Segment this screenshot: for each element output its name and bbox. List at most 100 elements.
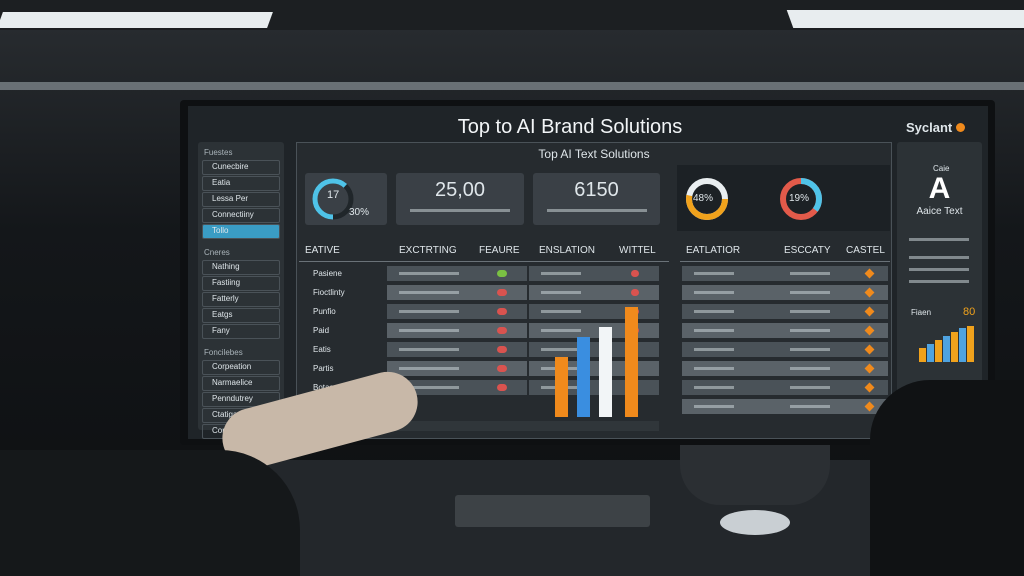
ring-panel: 48% 19% xyxy=(677,165,890,231)
stat-sub: 30% xyxy=(349,207,370,218)
nav-label: Ctatigas xyxy=(212,410,242,419)
placeholder xyxy=(790,348,830,351)
sidebar: Fuestes Cunecbire Eatia Lessa Per Connectiin… xyxy=(198,142,284,439)
nav-item[interactable] xyxy=(202,160,280,175)
status-icon xyxy=(497,365,507,372)
nav-label: Narmaelice xyxy=(212,378,253,387)
ring xyxy=(686,178,728,220)
status-icon xyxy=(497,289,507,296)
brand: Syclant xyxy=(906,120,965,135)
caption: Aaice Text xyxy=(916,206,963,217)
column-header: ENSLATION xyxy=(539,245,595,256)
column-header: EATIVE xyxy=(305,245,340,256)
bar-shape xyxy=(555,357,568,417)
status-icon xyxy=(497,270,507,277)
placeholder xyxy=(541,272,581,275)
nav-item[interactable] xyxy=(202,276,280,291)
stat-card: 17 30% xyxy=(305,173,387,225)
status-icon xyxy=(497,308,507,315)
nav-item[interactable] xyxy=(202,308,280,323)
row-label: Paid xyxy=(313,326,330,335)
column-header: WITTEL xyxy=(619,245,656,256)
status-icon xyxy=(497,327,507,334)
placeholder xyxy=(790,329,830,332)
bar-shape xyxy=(577,337,590,417)
nav-item[interactable] xyxy=(202,292,280,307)
row xyxy=(682,380,888,395)
placeholder xyxy=(399,329,459,332)
brand-name: Syclant xyxy=(906,120,953,135)
column-header: FEAURE xyxy=(479,245,520,256)
row xyxy=(682,285,888,300)
status-icon xyxy=(631,270,639,277)
row xyxy=(529,285,659,300)
nav-label: Penndutrey xyxy=(212,394,253,403)
row xyxy=(529,266,659,281)
placeholder xyxy=(694,272,734,275)
row-label: Eatis xyxy=(313,345,331,354)
placeholder xyxy=(399,386,459,389)
nav-item[interactable] xyxy=(202,176,280,191)
stat-value: 17 xyxy=(327,189,340,201)
nav-label: Fastiing xyxy=(212,278,241,287)
placeholder xyxy=(399,272,459,275)
footer xyxy=(387,421,659,431)
bar-shape xyxy=(599,327,612,417)
nav-item[interactable] xyxy=(202,208,280,223)
mini-chart xyxy=(919,326,974,362)
status-icon xyxy=(497,384,507,391)
section-title: Foncilebes xyxy=(204,348,243,357)
placeholder xyxy=(694,348,734,351)
placeholder xyxy=(541,348,581,351)
row-label: Partis xyxy=(313,364,334,373)
row xyxy=(682,323,888,338)
placeholder xyxy=(399,310,459,313)
nav-item[interactable] xyxy=(202,324,280,339)
mouse xyxy=(720,510,790,535)
placeholder xyxy=(399,348,459,351)
nav-label: Cunecbire xyxy=(212,162,249,171)
row xyxy=(682,342,888,357)
nav-item[interactable] xyxy=(202,360,280,375)
placeholder xyxy=(909,238,969,241)
table-right: EATLATIOR ESCCATY CASTEL xyxy=(680,239,890,435)
monitor-stand xyxy=(680,440,830,505)
placeholder xyxy=(541,329,581,332)
placeholder xyxy=(694,310,734,313)
ring xyxy=(780,178,822,220)
nav-label: Tollo xyxy=(212,226,229,235)
header-rule xyxy=(299,261,669,262)
row xyxy=(682,399,888,414)
arm xyxy=(0,450,300,576)
placeholder xyxy=(694,405,734,408)
nav-label: Eatia xyxy=(212,178,231,187)
nav-item[interactable] xyxy=(202,376,280,391)
placeholder xyxy=(547,209,647,212)
placeholder xyxy=(694,329,734,332)
ring xyxy=(312,178,354,220)
row xyxy=(682,361,888,376)
placeholder xyxy=(790,405,830,408)
placeholder xyxy=(790,272,830,275)
main-panel: Top AI Text Solutions 17 30% 25,00 6150 … xyxy=(296,142,892,439)
row xyxy=(682,266,888,281)
stat-card: 25,00 xyxy=(396,173,524,225)
placeholder xyxy=(790,291,830,294)
nav-label: Fatterly xyxy=(212,294,239,303)
column-header: ESCCATY xyxy=(784,245,831,256)
nav-label: Lessa Per xyxy=(212,194,249,203)
ceiling-strip xyxy=(0,82,1024,90)
placeholder xyxy=(694,291,734,294)
right-label: Caie xyxy=(933,164,950,173)
section-title: Cneres xyxy=(204,248,230,257)
placeholder xyxy=(909,268,969,271)
nav-label: Connectiiny xyxy=(212,210,254,219)
placeholder xyxy=(410,209,510,212)
placeholder xyxy=(694,386,734,389)
nav-item[interactable] xyxy=(202,260,280,275)
nav-item[interactable] xyxy=(202,192,280,207)
nav-item[interactable] xyxy=(202,224,280,239)
placeholder xyxy=(541,310,581,313)
column-header: EATLATIOR xyxy=(686,245,741,256)
